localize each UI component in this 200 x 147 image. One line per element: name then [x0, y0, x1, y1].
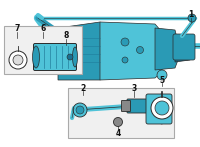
Circle shape — [67, 54, 73, 60]
Polygon shape — [100, 22, 162, 80]
Text: 4: 4 — [115, 128, 121, 137]
Circle shape — [155, 101, 169, 115]
Circle shape — [121, 38, 129, 46]
Circle shape — [73, 103, 87, 117]
FancyBboxPatch shape — [4, 26, 82, 74]
Polygon shape — [148, 94, 168, 124]
Circle shape — [188, 14, 196, 22]
Text: 3: 3 — [131, 83, 137, 92]
Text: 8: 8 — [63, 30, 69, 40]
Circle shape — [157, 70, 167, 80]
FancyBboxPatch shape — [122, 101, 130, 112]
Text: 6: 6 — [40, 24, 46, 32]
Circle shape — [76, 106, 84, 114]
Circle shape — [114, 117, 122, 127]
Polygon shape — [175, 34, 192, 62]
FancyBboxPatch shape — [34, 44, 77, 71]
Polygon shape — [58, 22, 112, 80]
Ellipse shape — [73, 47, 78, 67]
Text: 7: 7 — [14, 24, 20, 32]
Ellipse shape — [33, 46, 40, 68]
FancyBboxPatch shape — [146, 94, 172, 124]
Circle shape — [151, 97, 173, 119]
FancyBboxPatch shape — [127, 99, 149, 113]
Circle shape — [9, 51, 27, 69]
FancyBboxPatch shape — [68, 88, 174, 138]
Text: 2: 2 — [80, 83, 86, 92]
FancyBboxPatch shape — [173, 34, 195, 60]
Text: 1: 1 — [188, 10, 194, 19]
Circle shape — [122, 57, 128, 63]
Text: 5: 5 — [159, 76, 165, 85]
Circle shape — [13, 55, 23, 65]
Polygon shape — [155, 28, 178, 70]
Circle shape — [136, 46, 144, 54]
